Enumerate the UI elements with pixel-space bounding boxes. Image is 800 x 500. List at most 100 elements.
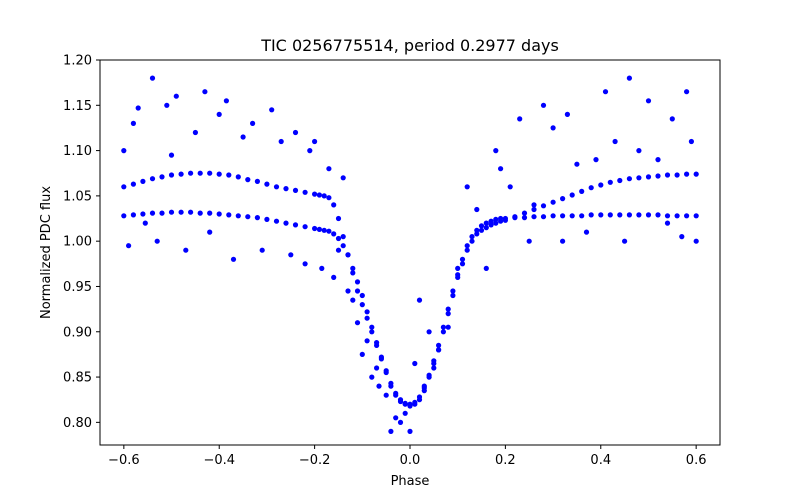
data-point bbox=[164, 102, 170, 108]
data-point bbox=[264, 216, 270, 222]
data-point bbox=[292, 187, 299, 193]
data-point bbox=[326, 195, 332, 201]
data-point bbox=[302, 261, 308, 267]
x-tick-label: −0.6 bbox=[108, 453, 140, 468]
data-point bbox=[622, 238, 628, 244]
y-tick-label: 1.05 bbox=[63, 189, 92, 204]
data-point bbox=[130, 120, 136, 126]
data-point bbox=[540, 203, 547, 209]
data-point bbox=[331, 231, 337, 237]
data-point bbox=[340, 234, 346, 240]
data-point bbox=[440, 329, 446, 335]
data-point bbox=[269, 107, 275, 113]
data-point bbox=[626, 212, 633, 218]
data-point bbox=[312, 138, 318, 145]
data-point bbox=[216, 171, 222, 177]
data-point bbox=[316, 226, 322, 232]
data-point bbox=[674, 172, 680, 178]
data-point bbox=[669, 116, 675, 122]
data-point bbox=[331, 202, 337, 208]
data-point bbox=[488, 222, 494, 228]
data-point bbox=[412, 399, 418, 405]
data-point bbox=[121, 184, 127, 190]
data-point bbox=[397, 419, 404, 425]
data-point bbox=[388, 428, 394, 434]
data-point bbox=[426, 329, 432, 335]
data-point bbox=[331, 274, 337, 280]
data-point bbox=[259, 247, 265, 253]
data-point bbox=[140, 211, 146, 217]
data-point bbox=[526, 238, 532, 244]
data-point bbox=[350, 297, 356, 303]
data-point bbox=[655, 212, 661, 218]
data-point bbox=[459, 256, 466, 262]
data-point bbox=[474, 231, 480, 237]
data-point bbox=[340, 243, 346, 249]
data-point bbox=[235, 174, 241, 180]
data-point bbox=[483, 265, 489, 271]
data-point bbox=[459, 261, 466, 267]
data-point bbox=[469, 238, 475, 244]
data-point bbox=[126, 243, 132, 249]
data-point bbox=[431, 365, 437, 371]
y-tick-label: 0.90 bbox=[63, 325, 92, 340]
data-point bbox=[602, 89, 609, 95]
data-point bbox=[321, 227, 327, 233]
data-point bbox=[149, 75, 156, 81]
data-point bbox=[350, 270, 356, 276]
data-point bbox=[445, 306, 451, 312]
data-point bbox=[319, 265, 325, 271]
data-point bbox=[130, 181, 136, 187]
data-point bbox=[407, 428, 413, 434]
data-point bbox=[645, 98, 652, 104]
data-point bbox=[612, 138, 618, 145]
data-point bbox=[645, 212, 652, 218]
data-point bbox=[583, 229, 590, 235]
data-point bbox=[159, 210, 165, 216]
data-point bbox=[598, 182, 604, 188]
data-point bbox=[693, 171, 699, 177]
data-point bbox=[531, 206, 537, 213]
data-point bbox=[688, 138, 695, 145]
x-tick-label: −0.4 bbox=[203, 453, 235, 468]
data-point bbox=[326, 166, 332, 172]
data-point bbox=[440, 324, 446, 330]
data-point bbox=[140, 178, 146, 184]
data-point bbox=[431, 358, 437, 364]
data-point bbox=[374, 340, 380, 346]
data-point bbox=[579, 213, 585, 219]
data-point bbox=[474, 206, 480, 213]
data-point bbox=[369, 329, 375, 335]
data-point bbox=[188, 209, 194, 215]
data-point bbox=[168, 172, 175, 178]
data-point bbox=[412, 360, 418, 367]
data-point bbox=[455, 265, 461, 271]
chart-title: TIC 0256775514, period 0.2977 days bbox=[260, 36, 559, 55]
data-point bbox=[416, 297, 423, 303]
data-point bbox=[188, 170, 194, 176]
data-point bbox=[402, 400, 408, 406]
y-axis-label: Normalized PDC flux bbox=[39, 186, 54, 319]
y-tick-label: 1.00 bbox=[63, 235, 92, 250]
data-point bbox=[540, 214, 547, 220]
data-point bbox=[302, 189, 308, 195]
x-tick-label: 0.4 bbox=[590, 453, 611, 468]
data-point bbox=[569, 213, 575, 219]
data-point bbox=[521, 215, 528, 221]
y-tick-label: 0.80 bbox=[63, 416, 92, 431]
y-tick-label: 1.20 bbox=[63, 54, 92, 69]
data-point bbox=[216, 111, 222, 117]
data-point bbox=[142, 220, 148, 226]
data-point bbox=[168, 152, 175, 158]
data-point bbox=[488, 218, 494, 224]
data-point bbox=[335, 247, 342, 253]
x-tick-label: 0.2 bbox=[495, 453, 516, 468]
data-point bbox=[223, 98, 229, 104]
data-point bbox=[531, 214, 537, 220]
data-point bbox=[474, 227, 480, 233]
data-point bbox=[469, 234, 475, 240]
data-point bbox=[684, 213, 690, 219]
data-point bbox=[436, 342, 442, 348]
data-point bbox=[560, 196, 566, 202]
